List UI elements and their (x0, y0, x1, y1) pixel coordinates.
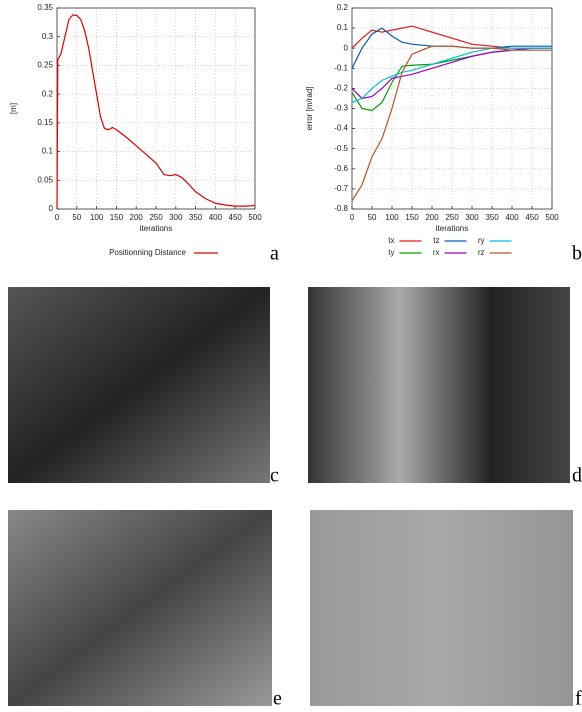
x-axis-label: iterations (140, 224, 172, 233)
x-tick-label: 200 (425, 213, 439, 222)
panel-label: b (572, 243, 582, 265)
legend-label: ty (388, 248, 394, 257)
y-tick-label: 0 (49, 204, 54, 213)
photo (308, 287, 570, 483)
y-tick-label: 0.35 (37, 3, 53, 12)
x-tick-label: 350 (485, 213, 499, 222)
x-tick-label: 500 (248, 213, 262, 222)
series-line (56, 14, 256, 210)
legend-label: rz (478, 248, 485, 257)
x-axis-label: iterations (436, 224, 468, 233)
x-tick-label: 300 (465, 213, 479, 222)
x-tick-label: 450 (525, 213, 539, 222)
y-tick-label: -0.1 (334, 63, 348, 72)
y-tick-label: 0 (344, 43, 349, 52)
panel-label: f (575, 688, 582, 707)
series-line (351, 47, 552, 100)
series-line (351, 45, 552, 202)
panel-label: c (270, 465, 279, 487)
x-tick-label: 500 (545, 213, 559, 222)
x-tick-label: 100 (90, 213, 104, 222)
x-tick-label: 150 (110, 213, 124, 222)
photo (8, 510, 272, 706)
photo (8, 287, 270, 483)
x-tick-label: 350 (189, 213, 203, 222)
x-tick-label: 400 (505, 213, 519, 222)
y-tick-label: 0.05 (37, 175, 53, 184)
y-axis-label: [m] (9, 103, 18, 114)
y-tick-label: -0.4 (334, 124, 348, 133)
y-tick-label: -0.5 (334, 144, 348, 153)
photo (310, 510, 573, 706)
y-tick-label: 0.2 (42, 89, 54, 98)
y-tick-label: 0.1 (337, 23, 349, 32)
plot-frame (351, 7, 553, 210)
x-tick-label: 50 (368, 213, 377, 222)
legend-label: tx (388, 236, 394, 245)
legend-label: Positionning Distance (109, 248, 186, 257)
x-tick-label: 400 (209, 213, 223, 222)
x-tick-label: 100 (385, 213, 399, 222)
x-tick-label: 250 (445, 213, 459, 222)
x-tick-label: 0 (350, 213, 355, 222)
x-tick-label: 450 (229, 213, 243, 222)
x-tick-label: 150 (405, 213, 419, 222)
y-tick-label: 0.3 (42, 32, 54, 41)
y-tick-label: -0.6 (334, 164, 348, 173)
x-tick-label: 200 (130, 213, 144, 222)
series-line (351, 47, 552, 104)
legend-label: rx (433, 248, 440, 257)
y-tick-label: -0.3 (334, 104, 348, 113)
series-line (351, 27, 552, 69)
panel-label: a (270, 243, 279, 265)
y-tick-label: -0.8 (334, 204, 348, 213)
y-tick-label: 0.2 (337, 3, 349, 12)
y-tick-label: 0.25 (37, 61, 53, 70)
x-tick-label: 250 (149, 213, 163, 222)
x-tick-label: 50 (72, 213, 81, 222)
y-tick-label: 0.1 (42, 147, 54, 156)
y-tick-label: 0.15 (37, 118, 53, 127)
y-axis-label: error [m/rad] (305, 86, 314, 130)
legend-label: ry (478, 236, 485, 245)
panel-label: d (572, 465, 582, 487)
y-tick-label: -0.7 (334, 184, 348, 193)
x-tick-label: 300 (169, 213, 183, 222)
legend-label: tz (433, 236, 439, 245)
y-tick-label: -0.2 (334, 84, 348, 93)
panel-label: e (273, 688, 282, 707)
x-tick-label: 0 (55, 213, 60, 222)
